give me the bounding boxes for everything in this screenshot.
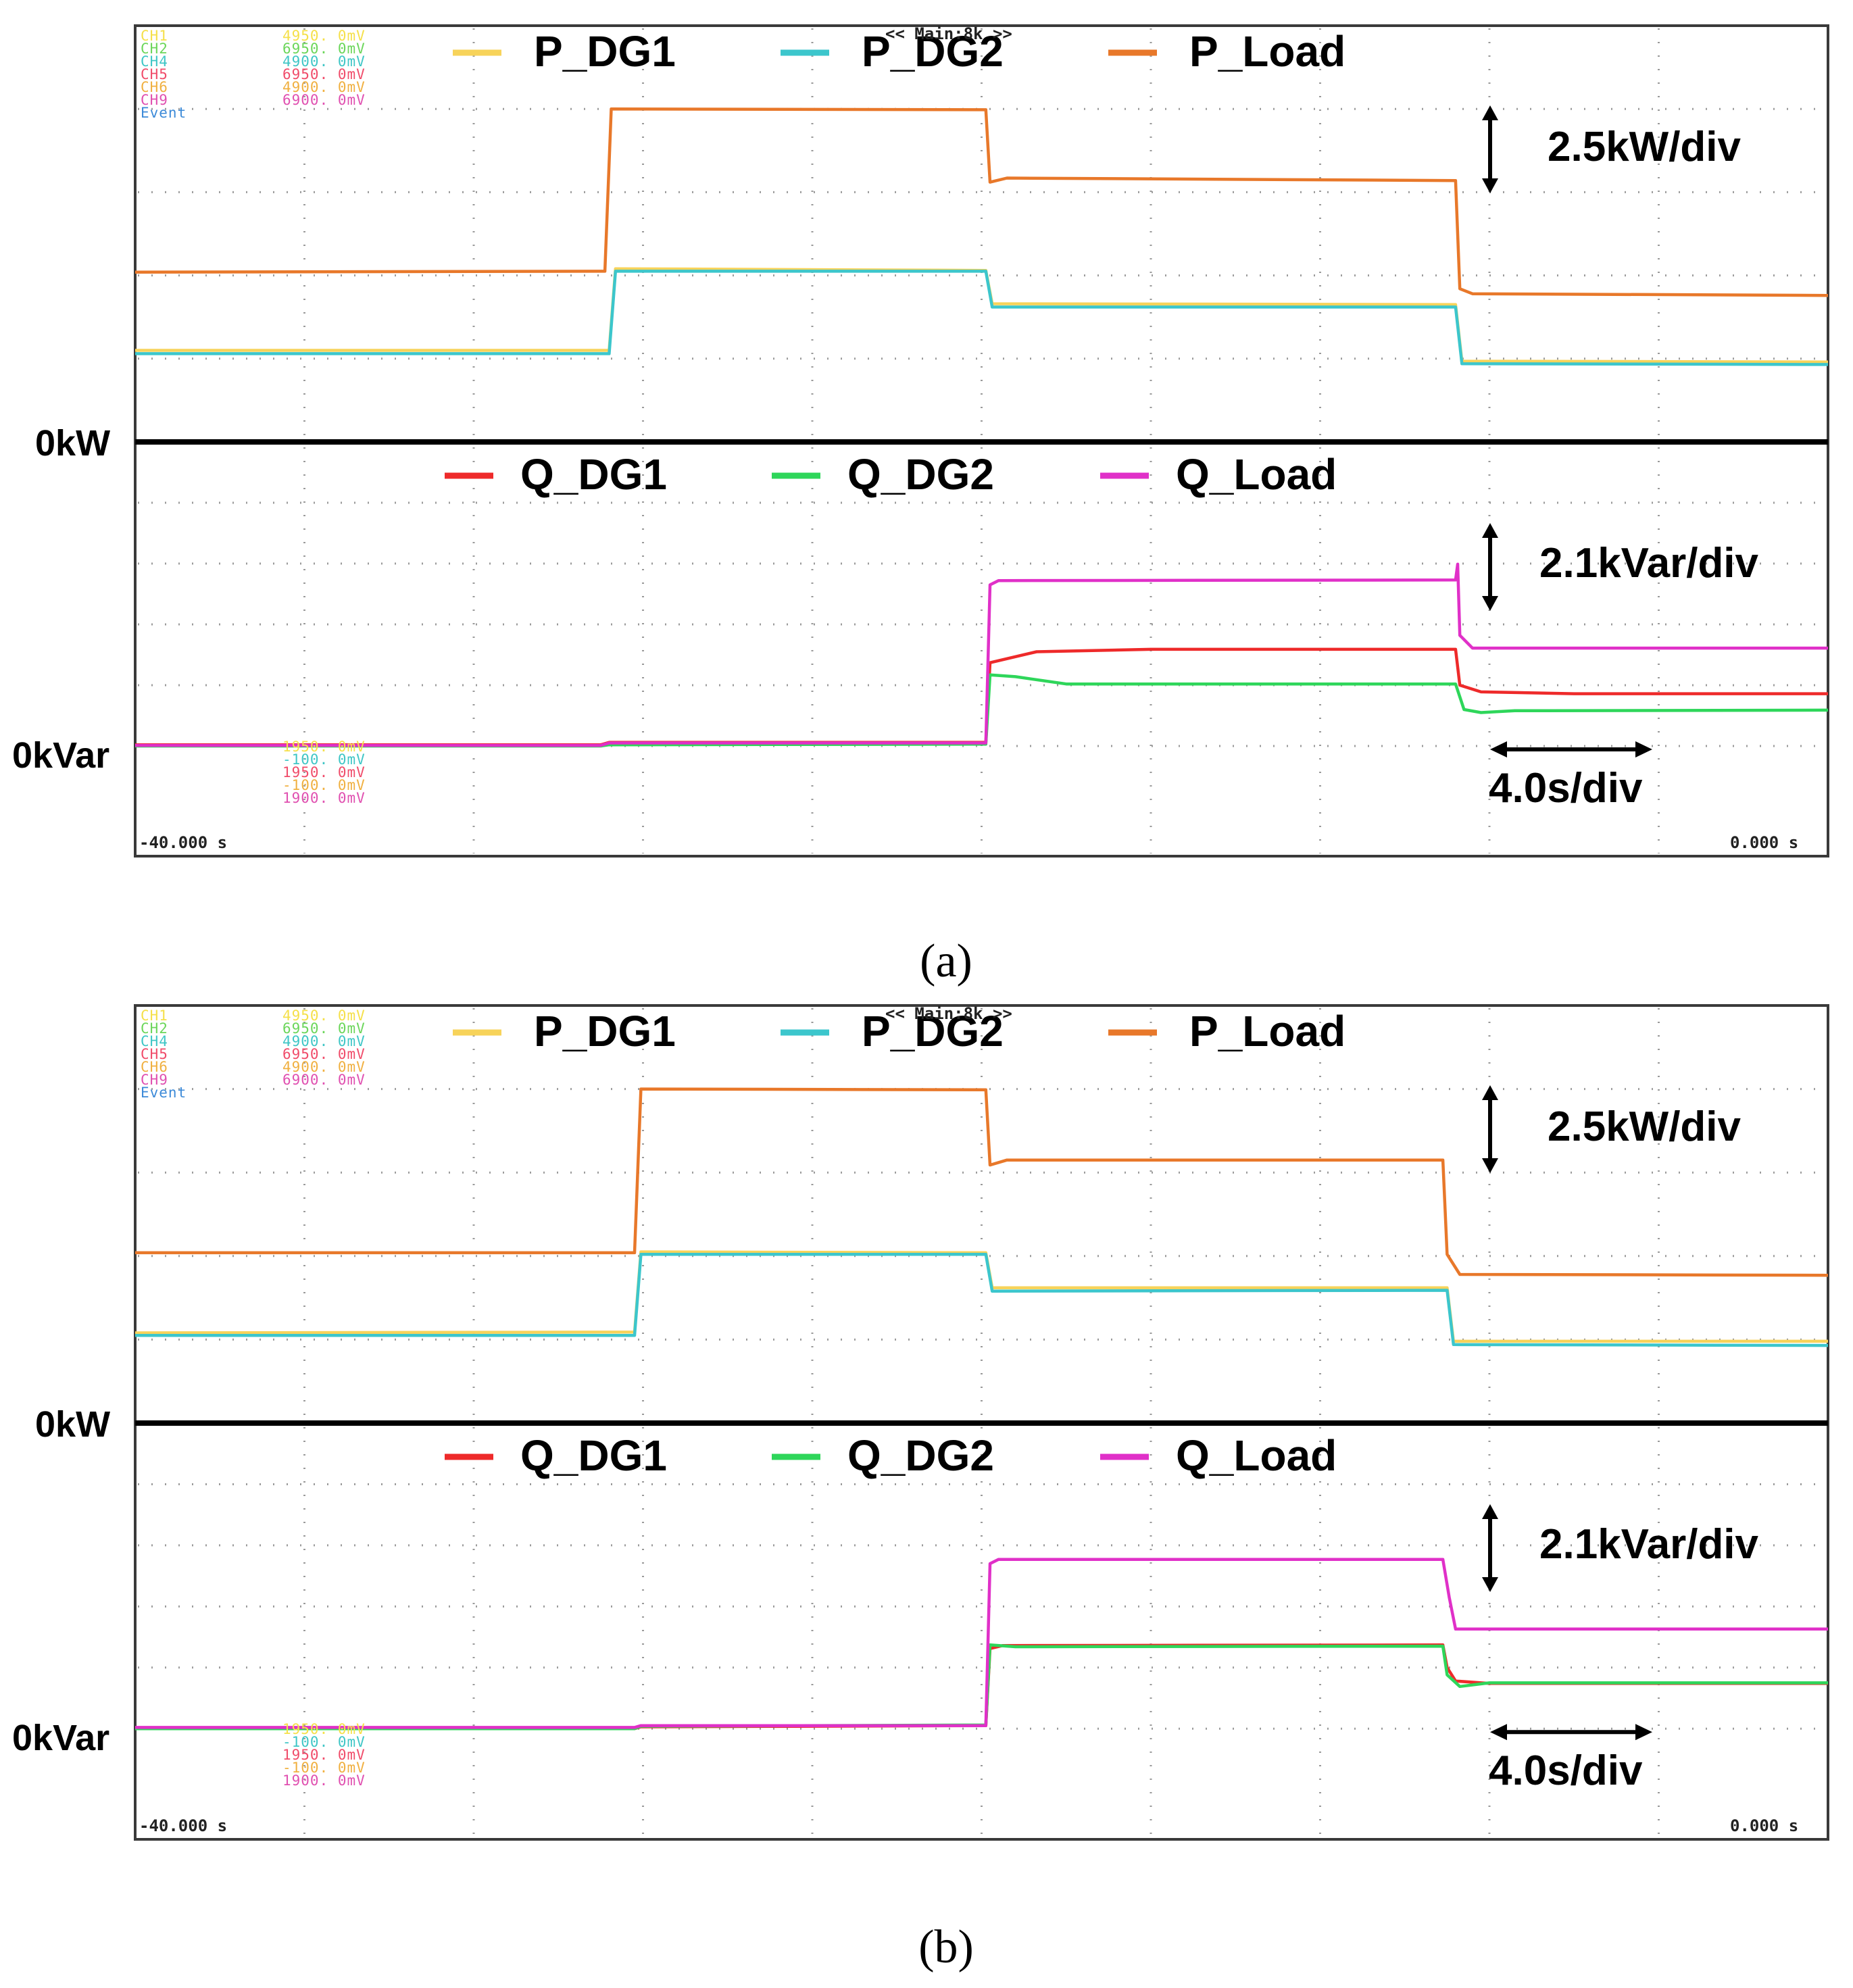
x-end-label: 0.000 s [1730, 833, 1798, 852]
channel-label: CH2 [141, 41, 168, 57]
channel-offset-label: 4900. 0mV [282, 1059, 366, 1075]
channel-offset-label: 4950. 0mV [282, 1008, 366, 1024]
channel-offset-label: 4900. 0mV [282, 1033, 366, 1049]
channel-offset-label: 1950. 0mV [282, 1721, 366, 1737]
legend-label: P_DG1 [534, 1007, 676, 1055]
kw-scale-arrow-head-down [1482, 178, 1498, 193]
active-power-traces [134, 107, 1829, 366]
kvar-scale-arrow-head-down [1482, 1577, 1498, 1592]
channel-offset-label: 1900. 0mV [282, 1772, 366, 1789]
trace-p-load [135, 1087, 1829, 1277]
channel-offset-label: 1950. 0mV [282, 739, 366, 755]
kw-scale-arrow-head-up [1482, 105, 1498, 120]
channel-offset-label: -100. 0mV [282, 751, 366, 768]
time-scale-arrow-head-right [1635, 741, 1652, 757]
legend-label: P_Load [1189, 27, 1345, 76]
channel-offset-label: 6950. 0mV [282, 1020, 366, 1037]
legend-label: Q_Load [1176, 1431, 1337, 1480]
channel-offset-label: 1900. 0mV [282, 790, 366, 806]
legend-label: Q_DG2 [847, 1431, 994, 1480]
channel-offset-label: -100. 0mV [282, 1760, 366, 1776]
channel-offset-label: 1950. 0mV [282, 1747, 366, 1763]
kw-scale-arrow-head-down [1482, 1158, 1498, 1173]
kvar-scale-arrow-head-up [1482, 1504, 1498, 1519]
channel-label: CH1 [141, 1008, 168, 1024]
channel-offset-label: -100. 0mV [282, 1734, 366, 1750]
kvar-scale-arrow-head-up [1482, 523, 1498, 538]
channel-offset-label: 6900. 0mV [282, 92, 366, 108]
zero-kvar-label: 0kVar [12, 735, 109, 776]
channel-label: CH1 [141, 28, 168, 44]
channel-label: CH6 [141, 1059, 168, 1075]
channel-offset-label: 4900. 0mV [282, 79, 366, 95]
legend-label: Q_DG2 [847, 450, 994, 499]
trace-p-dg2 [135, 270, 1829, 366]
channel-offset-label: 6950. 0mV [282, 41, 366, 57]
time-scale-label: 4.0s/div [1489, 1747, 1643, 1794]
channel-label: CH5 [141, 1046, 168, 1062]
channel-label: CH4 [141, 1033, 168, 1049]
channel-offset-label: 4900. 0mV [282, 53, 366, 70]
channel-label: Event [141, 105, 187, 121]
zero-kw-label: 0kW [35, 1404, 110, 1445]
panel-b: P_DG1 P_DG2 P_Load Q_DG1 Q_DG2 Q_Load 2.5kW/di… [12, 1004, 1829, 1973]
zero-kw-label: 0kW [35, 423, 110, 464]
x-end-label: 0.000 s [1730, 1816, 1798, 1835]
trace-q-load [135, 1558, 1828, 1729]
x-start-label: -40.000 s [139, 833, 227, 852]
reactive-power-traces [135, 562, 1829, 748]
legend-label: P_Load [1189, 1007, 1345, 1055]
time-scale-arrow-head-left [1490, 741, 1507, 757]
channel-label: CH6 [141, 79, 168, 95]
legend-label: P_DG2 [862, 27, 1004, 76]
channel-offset-label: 6900. 0mV [282, 1072, 366, 1088]
channel-label: CH2 [141, 1020, 168, 1037]
legend-label: Q_DG1 [520, 450, 667, 499]
channel-offset-label: 6950. 0mV [282, 66, 366, 82]
kw-scale-label: 2.5kW/div [1548, 1103, 1741, 1150]
legend-label: Q_Load [1176, 450, 1337, 499]
trace-p-load [134, 107, 1829, 297]
channel-label: Event [141, 1085, 187, 1101]
channel-label: CH9 [141, 92, 168, 108]
kvar-scale-label: 2.1kVar/div [1539, 1521, 1759, 1568]
panel-caption: (a) [920, 935, 972, 987]
active-power-traces [134, 1087, 1829, 1347]
x-start-label: -40.000 s [139, 1816, 227, 1835]
trace-q-dg2 [135, 673, 1829, 748]
channel-label: CH9 [141, 1072, 168, 1088]
channel-offset-label: 6950. 0mV [282, 1046, 366, 1062]
scope-header-label: << Main:8k >> [885, 24, 1012, 43]
legend-label: P_DG2 [862, 1007, 1004, 1055]
channel-offset-label: 4950. 0mV [282, 28, 366, 44]
channel-label: CH4 [141, 53, 168, 70]
time-scale-arrow-head-left [1490, 1724, 1507, 1741]
legend-label: P_DG1 [534, 27, 676, 76]
trace-p-dg2 [135, 1253, 1829, 1347]
kw-scale-label: 2.5kW/div [1548, 124, 1741, 170]
kvar-scale-label: 2.1kVar/div [1539, 540, 1759, 587]
time-scale-arrow-head-right [1635, 1724, 1652, 1741]
channel-offset-label: 1950. 0mV [282, 764, 366, 780]
channel-label: CH5 [141, 66, 168, 82]
scope-header-label: << Main:8k >> [885, 1004, 1012, 1023]
channel-offset-label: -100. 0mV [282, 777, 366, 793]
panel-a: P_DG1 P_DG2 P_Load Q_DG1 Q_DG2 Q_Load 2.5kW/di… [12, 24, 1829, 987]
kw-scale-arrow-head-up [1482, 1085, 1498, 1100]
time-scale-label: 4.0s/div [1489, 765, 1643, 812]
legend-label: Q_DG1 [520, 1431, 667, 1480]
trace-q-load [135, 562, 1828, 747]
panel-caption: (b) [918, 1921, 974, 1973]
zero-kvar-label: 0kVar [12, 1718, 109, 1758]
kvar-scale-arrow-head-down [1482, 596, 1498, 611]
reactive-power-traces [135, 1558, 1828, 1731]
